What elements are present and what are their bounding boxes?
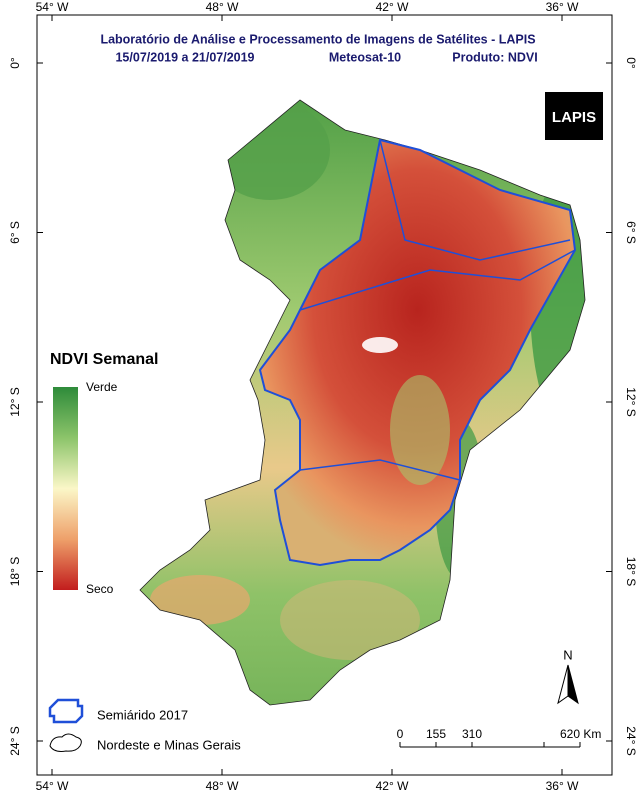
nordeste-icon xyxy=(49,733,82,752)
north-arrow xyxy=(567,664,579,705)
semiarido-icon xyxy=(48,698,84,724)
scale-label: 310 xyxy=(462,727,482,741)
legend-title: NDVI Semanal xyxy=(50,351,158,368)
legend-layer: Semiárido 2017 xyxy=(97,707,188,722)
latitude-label: 18° S xyxy=(624,557,638,586)
logo-box xyxy=(545,92,603,140)
longitude-label: 48° W xyxy=(206,779,239,793)
map-title: Laboratório de Análise e Processamento d… xyxy=(100,32,535,46)
scale-label: 0 xyxy=(397,727,404,741)
longitude-label: 54° W xyxy=(36,0,69,14)
longitude-label: 48° W xyxy=(206,0,239,14)
longitude-label: 36° W xyxy=(546,0,579,14)
period: 15/07/2019 a 21/07/2019 xyxy=(115,50,254,64)
state-boundary xyxy=(299,249,576,311)
latitude-label: 6° S xyxy=(8,221,22,244)
latitude-label: 24° S xyxy=(624,726,638,755)
latitude-label: 0° xyxy=(624,57,638,69)
legend-low: Seco xyxy=(86,582,114,596)
state-boundary xyxy=(299,459,461,481)
nordeste-outline xyxy=(139,99,586,706)
scale-label: 620 Km xyxy=(560,727,601,741)
longitude-label: 42° W xyxy=(376,779,409,793)
latitude-label: 12° S xyxy=(8,387,22,416)
latitude-label: 12° S xyxy=(624,387,638,416)
logo: LAPIS xyxy=(552,109,596,126)
latitude-label: 24° S xyxy=(8,726,22,755)
longitude-label: 36° W xyxy=(546,779,579,793)
latitude-label: 18° S xyxy=(8,557,22,586)
scale-label: 155 xyxy=(426,727,446,741)
longitude-label: 42° W xyxy=(376,0,409,14)
color-ramp xyxy=(53,387,78,590)
north-label: N xyxy=(563,647,572,662)
semiarido-outline xyxy=(258,138,577,567)
longitude-label: 54° W xyxy=(36,779,69,793)
satellite: Meteosat-10 xyxy=(329,50,401,64)
state-boundary xyxy=(379,139,571,261)
legend-high: Verde xyxy=(86,380,118,394)
scale-bar xyxy=(399,742,581,748)
product: Produto: NDVI xyxy=(452,50,537,64)
latitude-label: 6° S xyxy=(624,221,638,244)
legend-layer: Nordeste e Minas Gerais xyxy=(97,737,241,752)
latitude-label: 0° xyxy=(8,57,22,69)
